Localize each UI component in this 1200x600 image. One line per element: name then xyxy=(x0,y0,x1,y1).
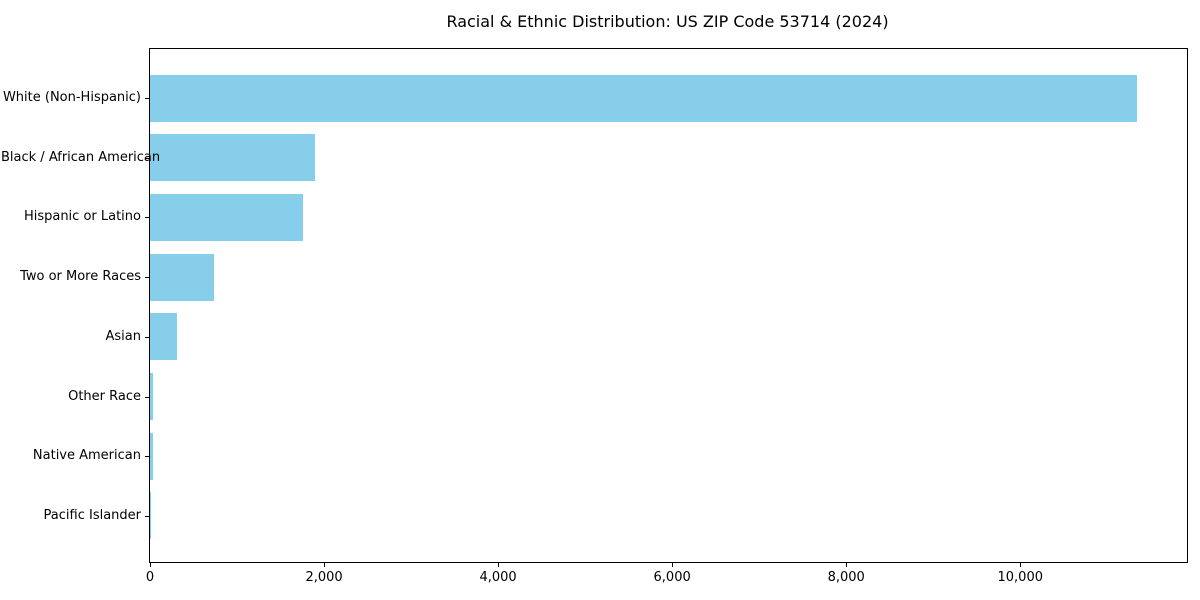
bar-two-or-more-races xyxy=(150,253,214,301)
x-tick-mark xyxy=(324,563,326,567)
y-tick-label-hispanic-or-latino: Hispanic or Latino xyxy=(23,209,141,225)
y-tick-mark xyxy=(145,396,149,398)
y-tick-mark xyxy=(145,336,149,338)
x-tick-label-4000: 4,000 xyxy=(479,570,517,585)
y-tick-mark xyxy=(145,98,149,99)
y-tick-label-other-race: Other Race xyxy=(68,388,141,404)
y-tick-label-white-non-hispanic: White (Non-Hispanic) xyxy=(2,90,141,105)
x-tick-mark xyxy=(150,563,151,567)
bar-native-american xyxy=(150,432,153,480)
y-tick-mark xyxy=(145,456,149,458)
bar-white-non-hispanic xyxy=(150,74,1137,122)
x-tick-mark xyxy=(1020,563,1022,567)
x-tick-label-8000: 8,000 xyxy=(827,570,865,585)
y-tick-label-native-american: Native American xyxy=(32,448,141,464)
x-tick-label-2000: 2,000 xyxy=(305,570,343,585)
y-tick-mark xyxy=(145,277,149,279)
y-tick-label-two-or-more-races: Two or More Races xyxy=(20,269,141,285)
chart-title: Racial & Ethnic Distribution: US ZIP Cod… xyxy=(446,12,889,31)
x-tick-mark xyxy=(846,563,848,567)
plot-area: White (Non-Hispanic) Black / African Amer… xyxy=(1,48,1188,585)
bar-hispanic-or-latino xyxy=(150,193,304,241)
bar-asian xyxy=(150,313,177,361)
x-tick-mark xyxy=(672,563,674,567)
x-tick-label-0: 0 xyxy=(145,570,155,585)
bar-other-race xyxy=(150,373,154,420)
x-tick-label-6000: 6,000 xyxy=(653,570,691,585)
y-tick-mark xyxy=(145,217,149,219)
x-tick-mark xyxy=(498,563,500,567)
bar-pacific-islander xyxy=(150,492,151,540)
y-tick-label-black-african-american: Black / African American xyxy=(1,149,161,165)
bar-black-african-american xyxy=(150,134,316,182)
x-tick-label-10000: 10,000 xyxy=(997,570,1044,585)
y-tick-mark xyxy=(145,157,149,159)
y-tick-mark xyxy=(145,515,149,517)
y-tick-label-asian: Asian xyxy=(105,328,141,344)
y-tick-label-pacific-islander: Pacific Islander xyxy=(43,507,141,523)
